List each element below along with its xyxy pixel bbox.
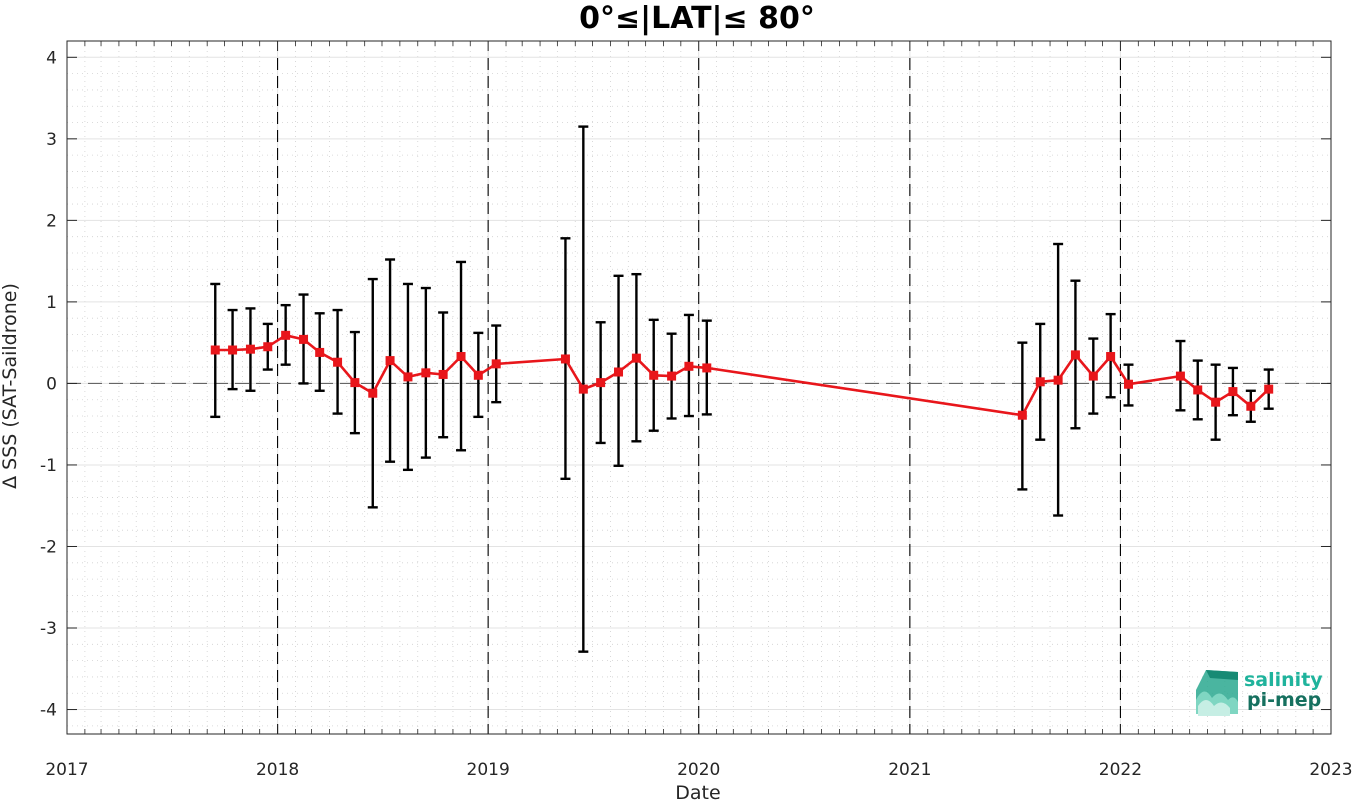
axis-ticks (66, 41, 1332, 734)
chart-title: 0°≤|LAT|≤ 80° (579, 1, 815, 36)
y-tick-label: 3 (46, 130, 57, 150)
x-tick-label: 2021 (888, 760, 931, 780)
data-point (631, 353, 641, 363)
data-point (1175, 371, 1185, 381)
data-point (1193, 385, 1203, 395)
data-point (578, 384, 588, 394)
y-tick-label: -3 (40, 619, 57, 639)
tick-labels: 2017 2018 2019 2020 2021 2022 2023 -4 -3 -2 -1 0 1 2 3… (40, 48, 1353, 780)
data-point (667, 371, 677, 381)
y-tick-label: 2 (46, 211, 57, 231)
x-tick-label: 2019 (467, 760, 510, 780)
x-axis-label: Date (675, 782, 720, 801)
x-tick-label: 2018 (256, 760, 299, 780)
data-point (1264, 384, 1274, 394)
data-point (1228, 387, 1238, 397)
data-point (245, 344, 255, 354)
logo-text-pi-mep: pi-mep (1247, 689, 1321, 711)
x-tick-label: 2020 (677, 760, 720, 780)
data-point (1053, 375, 1063, 385)
data-point (210, 345, 220, 355)
data-point (438, 369, 448, 379)
y-axis-label: Δ SSS (SAT-Saildrone) (0, 283, 21, 489)
data-point (333, 357, 343, 367)
data-point (421, 368, 431, 378)
data-point (702, 363, 712, 373)
x-tick-label: 2023 (1309, 760, 1352, 780)
data-point (1070, 350, 1080, 360)
data-point (281, 330, 291, 340)
data-point (684, 361, 694, 371)
data-point (491, 359, 501, 369)
data-point (596, 378, 606, 388)
data-point (456, 352, 466, 362)
data-point (1211, 397, 1221, 407)
data-point (1106, 352, 1116, 362)
data-point (350, 378, 360, 388)
data-point (263, 342, 273, 352)
data-point (299, 334, 309, 344)
data-point (228, 345, 238, 355)
x-tick-label: 2022 (1099, 760, 1142, 780)
data-point (1124, 379, 1134, 389)
data-point (385, 356, 395, 366)
y-tick-label: 4 (46, 48, 57, 68)
data-point (473, 370, 483, 380)
data-point (614, 367, 624, 377)
data-point (1246, 401, 1256, 411)
data-point (649, 370, 659, 380)
data-point (315, 347, 325, 357)
y-tick-label: -1 (40, 456, 57, 476)
salinity-pi-mep-logo: salinity pi-mep (1196, 669, 1323, 716)
year-separators (277, 58, 1121, 734)
y-tick-label: 1 (46, 293, 57, 313)
x-tick-label: 2017 (45, 760, 88, 780)
data-point (1017, 410, 1027, 420)
data-point (1088, 371, 1098, 381)
data-markers (210, 330, 1274, 420)
data-point (403, 372, 413, 382)
y-tick-label: -4 (40, 701, 57, 721)
logo-text-salinity: salinity (1244, 669, 1323, 691)
data-point (560, 354, 570, 364)
data-point (1035, 377, 1045, 387)
y-tick-label: 0 (46, 374, 57, 394)
data-point (368, 388, 378, 398)
logo-wave-icon (1196, 670, 1238, 716)
y-tick-label: -2 (40, 537, 57, 557)
